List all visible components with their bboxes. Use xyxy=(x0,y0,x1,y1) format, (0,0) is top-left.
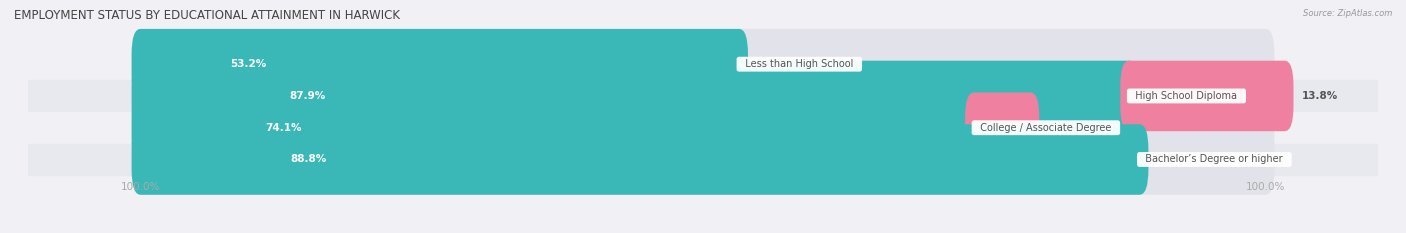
FancyBboxPatch shape xyxy=(132,93,983,163)
Text: High School Diploma: High School Diploma xyxy=(1129,91,1243,101)
Text: 13.8%: 13.8% xyxy=(1302,91,1337,101)
Text: EMPLOYMENT STATUS BY EDUCATIONAL ATTAINMENT IN HARWICK: EMPLOYMENT STATUS BY EDUCATIONAL ATTAINM… xyxy=(14,9,401,22)
FancyBboxPatch shape xyxy=(132,29,1274,99)
Bar xyxy=(28,80,1378,112)
Text: 87.9%: 87.9% xyxy=(288,91,325,101)
Text: Less than High School: Less than High School xyxy=(740,59,859,69)
Text: 74.1%: 74.1% xyxy=(266,123,302,133)
FancyBboxPatch shape xyxy=(132,29,748,99)
FancyBboxPatch shape xyxy=(132,61,1139,131)
Text: 0.0%: 0.0% xyxy=(1156,154,1185,164)
Bar xyxy=(28,112,1378,144)
FancyBboxPatch shape xyxy=(132,61,1274,131)
Bar xyxy=(28,48,1378,80)
Text: 100.0%: 100.0% xyxy=(121,182,160,192)
FancyBboxPatch shape xyxy=(1121,61,1294,131)
Text: 53.2%: 53.2% xyxy=(231,59,267,69)
Text: College / Associate Degree: College / Associate Degree xyxy=(974,123,1118,133)
Text: 88.8%: 88.8% xyxy=(291,154,326,164)
Bar xyxy=(28,144,1378,175)
Legend: In Labor Force, Unemployed: In Labor Force, Unemployed xyxy=(599,231,807,233)
FancyBboxPatch shape xyxy=(132,93,1274,163)
Text: 0.0%: 0.0% xyxy=(756,59,785,69)
FancyBboxPatch shape xyxy=(132,124,1274,195)
Text: Bachelor’s Degree or higher: Bachelor’s Degree or higher xyxy=(1139,154,1289,164)
FancyBboxPatch shape xyxy=(965,93,1039,163)
Text: 100.0%: 100.0% xyxy=(1246,182,1285,192)
Text: Source: ZipAtlas.com: Source: ZipAtlas.com xyxy=(1302,9,1392,18)
FancyBboxPatch shape xyxy=(132,124,1149,195)
Text: 5.0%: 5.0% xyxy=(1047,123,1076,133)
